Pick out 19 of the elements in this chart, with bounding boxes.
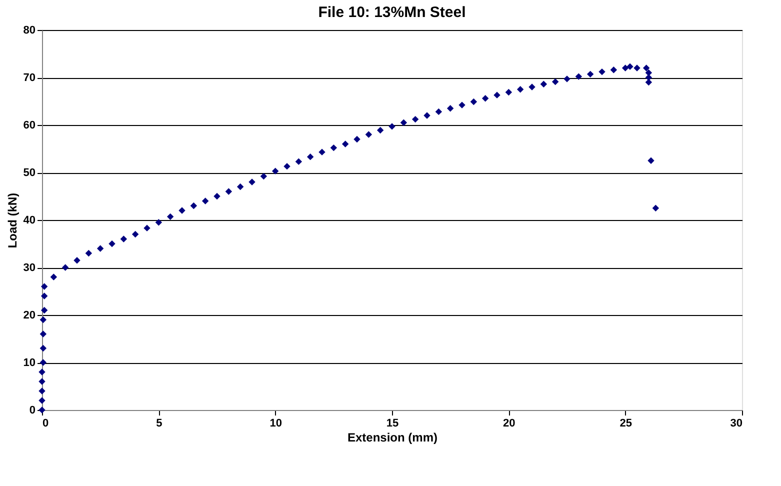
y-tick-label: 30 bbox=[23, 262, 36, 274]
y-tick-label: 50 bbox=[23, 167, 36, 179]
x-axis-title: Extension (mm) bbox=[347, 430, 438, 444]
y-tick-label: 20 bbox=[23, 310, 36, 322]
x-tick-label: 5 bbox=[156, 418, 162, 430]
x-tick-label: 25 bbox=[620, 418, 632, 430]
y-tick-label: 60 bbox=[23, 120, 36, 132]
y-tick-label: 0 bbox=[29, 404, 36, 416]
x-tick-label: 30 bbox=[730, 418, 742, 430]
x-tick-label: 0 bbox=[42, 418, 49, 430]
x-tick-label: 10 bbox=[270, 418, 282, 430]
chart-title: File 10: 13%Mn Steel bbox=[318, 4, 466, 21]
x-tick-label: 15 bbox=[386, 418, 399, 430]
y-axis-title: Load (kN) bbox=[5, 192, 20, 248]
y-tick-label: 10 bbox=[23, 357, 36, 369]
y-tick-label: 70 bbox=[23, 72, 36, 84]
y-tick-label: 80 bbox=[23, 24, 36, 36]
y-tick-label: 40 bbox=[23, 214, 36, 226]
x-tick-label: 20 bbox=[503, 418, 516, 430]
